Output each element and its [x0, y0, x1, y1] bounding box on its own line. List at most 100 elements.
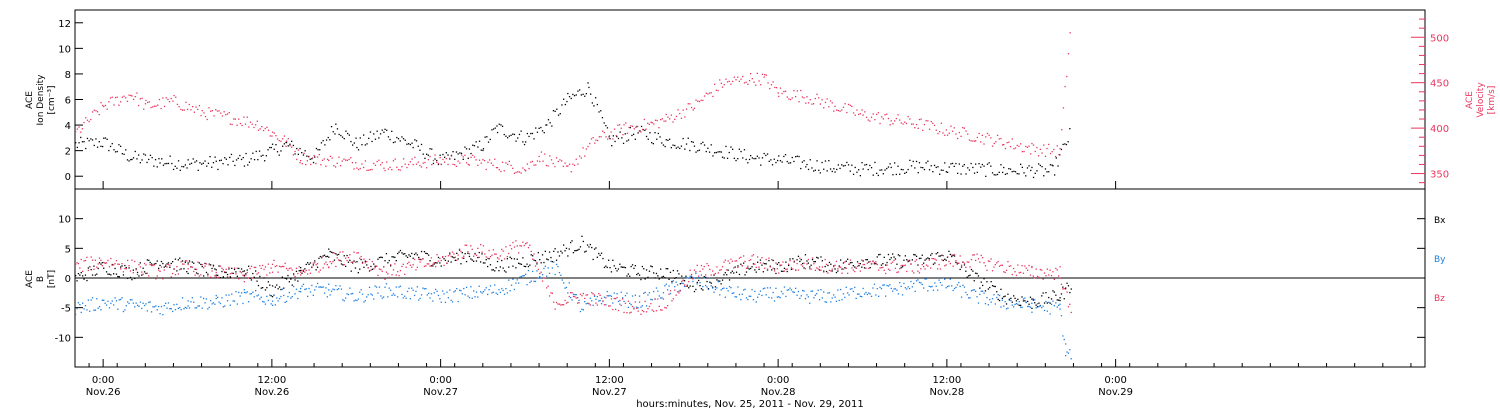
- bz-point: [598, 293, 600, 295]
- density-point: [882, 173, 884, 175]
- by-point: [844, 296, 846, 299]
- by-point: [993, 294, 995, 296]
- by-point: [761, 294, 763, 297]
- bz-point: [215, 276, 217, 278]
- velocity-point: [597, 139, 599, 142]
- bz-point: [390, 264, 392, 266]
- velocity-point: [615, 134, 617, 137]
- density-point: [887, 166, 890, 168]
- velocity-point: [198, 105, 201, 107]
- bx-point: [307, 262, 309, 264]
- density-point: [149, 154, 152, 156]
- by-point: [820, 289, 822, 291]
- density-point: [675, 147, 677, 149]
- velocity-point: [1051, 151, 1053, 153]
- bz-point: [776, 268, 778, 270]
- by-point: [917, 279, 919, 281]
- bx-point: [366, 264, 368, 266]
- by-point: [772, 291, 774, 294]
- velocity-point: [501, 161, 504, 163]
- by-point: [813, 297, 815, 299]
- bx-point: [842, 262, 845, 264]
- bx-point: [111, 263, 113, 266]
- bx-point: [654, 277, 656, 279]
- bz-point: [128, 265, 130, 267]
- bx-point: [129, 276, 132, 279]
- by-point: [461, 293, 463, 295]
- by-point: [148, 301, 150, 304]
- velocity-point: [134, 96, 136, 98]
- velocity-point: [238, 118, 240, 120]
- bx-point: [212, 264, 215, 266]
- velocity-point: [626, 132, 629, 134]
- bx-point: [165, 265, 167, 267]
- by-point: [955, 286, 957, 288]
- density-point: [341, 136, 344, 138]
- bz-point: [733, 267, 735, 269]
- density-point: [876, 172, 878, 174]
- bx-point: [252, 272, 254, 275]
- density-point: [174, 165, 176, 167]
- bx-point: [817, 257, 819, 259]
- velocity-point: [826, 98, 828, 100]
- bz-point: [506, 256, 508, 258]
- by-point: [184, 306, 186, 309]
- by-point: [285, 300, 288, 303]
- velocity-point: [223, 111, 225, 113]
- bz-point: [413, 258, 416, 261]
- bz-point: [703, 265, 705, 268]
- bx-point: [1052, 290, 1054, 292]
- density-point: [748, 158, 751, 161]
- by-point: [453, 291, 455, 293]
- velocity-point: [807, 102, 810, 104]
- velocity-point: [459, 162, 461, 164]
- bz-point: [491, 254, 493, 256]
- bz-point: [219, 265, 222, 267]
- bx-point: [564, 250, 566, 252]
- velocity-point: [1008, 141, 1010, 143]
- bz-point: [622, 298, 624, 300]
- density-point: [910, 165, 913, 167]
- bx-point: [772, 259, 774, 262]
- bx-point: [257, 284, 260, 287]
- velocity-point: [363, 166, 365, 169]
- bx-point: [135, 268, 137, 270]
- by-point: [699, 282, 701, 284]
- velocity-point: [1056, 145, 1058, 147]
- by-point: [1045, 300, 1047, 303]
- density-point: [783, 155, 785, 158]
- density-point: [123, 153, 125, 155]
- velocity-point: [186, 108, 189, 110]
- by-point: [592, 304, 594, 306]
- bx-point: [579, 246, 582, 248]
- bx-point: [758, 268, 760, 270]
- panel1-right-label-line3: [km/s]: [1487, 86, 1497, 115]
- bz-point: [872, 260, 874, 263]
- bx-point: [312, 264, 314, 266]
- bx-point: [723, 274, 725, 276]
- by-point: [287, 295, 289, 298]
- velocity-point: [356, 167, 358, 169]
- bz-point: [979, 261, 981, 263]
- bz-point: [740, 256, 742, 258]
- bz-point: [197, 261, 199, 263]
- velocity-point: [384, 169, 386, 172]
- bz-point: [83, 260, 85, 262]
- bz-point: [298, 266, 300, 268]
- bx-point: [827, 264, 829, 267]
- bz-point: [612, 308, 614, 311]
- by-point: [411, 287, 413, 289]
- density-point: [394, 141, 396, 143]
- density-point: [459, 152, 461, 154]
- bx-point: [368, 270, 371, 272]
- bz-point: [555, 301, 558, 304]
- bz-point: [890, 262, 892, 264]
- density-point: [730, 146, 732, 148]
- bx-point: [204, 262, 206, 265]
- p1-right-tick-label: 450: [1430, 79, 1449, 90]
- density-point: [821, 161, 823, 164]
- by-point: [94, 309, 96, 311]
- bx-point: [364, 260, 366, 262]
- bz-point: [769, 266, 771, 268]
- velocity-point: [120, 101, 122, 103]
